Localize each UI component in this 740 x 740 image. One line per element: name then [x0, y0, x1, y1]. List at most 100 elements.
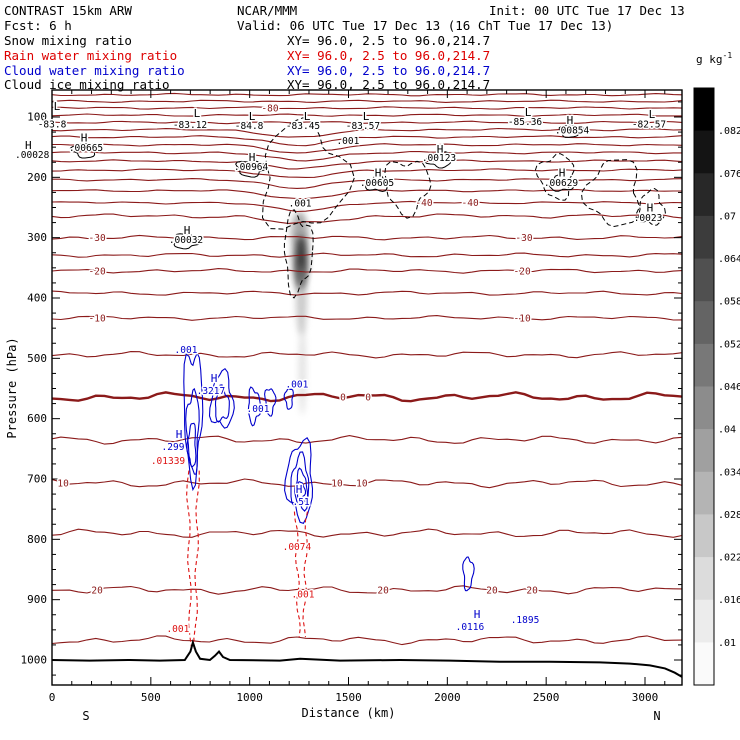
contour-label: .00028 [15, 150, 50, 161]
y-tick-label: 800 [27, 533, 47, 546]
colorbar-title-exponent: -1 [723, 51, 733, 60]
contour-label: -84.8 [235, 121, 264, 132]
contour-label: -82.57 [632, 119, 666, 130]
contour-label: .3217 [197, 386, 226, 397]
y-tick-label: 200 [27, 171, 47, 184]
rain-contour-line [193, 470, 200, 651]
extremum-marker: H [184, 224, 191, 237]
extremum-marker: H [249, 151, 256, 164]
temperature-contour-line [52, 351, 682, 359]
colorbar-tick-label: .052 [718, 339, 740, 350]
contour-label: -85.36 [508, 117, 543, 128]
colorbar-tick-label: .07 [718, 211, 736, 222]
valid-time: Valid: 06 UTC Tue 17 Dec 13 (16 ChT Tue … [237, 18, 613, 33]
temperature-contour-line [52, 106, 682, 110]
cloud-ice-contour-line [365, 174, 389, 193]
contour-label: .0023 [634, 213, 663, 224]
colorbar-tick-label: .022 [718, 553, 740, 564]
temperature-contour-line [52, 315, 682, 321]
contour-label: 10 [331, 479, 343, 490]
x-tick-label: 500 [141, 691, 161, 704]
cloud-water-contour-line [283, 388, 294, 410]
temperature-contour-line [52, 143, 682, 154]
extremum-marker: L [194, 107, 201, 120]
contour-label: -30 [515, 233, 532, 244]
extremum-marker: L [54, 100, 61, 113]
y-tick-label: 400 [27, 291, 47, 304]
field-xy-rain: XY= 96.0, 2.5 to 96.0,214.7 [287, 48, 490, 63]
extremum-marker: L [525, 106, 532, 119]
contour-label: -83.45 [286, 121, 320, 132]
extremum-marker: H [474, 608, 481, 621]
temperature-contour-line [52, 290, 682, 296]
cloud-water-contour-line [290, 451, 310, 512]
contour-label: -83.8 [38, 119, 67, 130]
colorbar-tick-label: .076 [718, 169, 740, 180]
temperature-contour-line [52, 478, 682, 489]
contour-label: 20 [526, 586, 538, 597]
extremum-marker: L [249, 110, 256, 123]
temperature-contour-line [52, 113, 682, 117]
cloud-water-contour-line [294, 467, 309, 505]
temperature-contour-line [52, 213, 682, 224]
rain-contour-line [302, 511, 309, 638]
extremum-marker: L [304, 110, 311, 123]
rain-contour-line [186, 470, 193, 651]
colorbar-segment [694, 343, 714, 388]
temperature-contour-line [52, 234, 682, 241]
axes: 0 500 1000 1500 2000 2500 30001002003004005006… [5, 90, 682, 723]
temperature-contour-line [52, 528, 682, 538]
field-label-rain: Rain water mixing ratio [4, 48, 177, 63]
y-tick-label: 900 [27, 593, 47, 606]
contour-label: 20 [486, 586, 498, 597]
contour-label: -10 [514, 313, 531, 324]
field-label-cloud-water: Cloud water mixing ratio [4, 63, 185, 78]
contour-label: .00123 [422, 153, 456, 164]
colorbar-segment [694, 471, 714, 515]
cloud-ice-contour-line [235, 160, 269, 178]
cloud-water-contour-line [214, 384, 230, 423]
temperature-contour-line [52, 127, 682, 138]
extremum-marker: H [567, 114, 574, 127]
y-tick-label: 300 [27, 231, 47, 244]
terrain-profile [52, 639, 682, 678]
contour-label: .01339 [151, 456, 186, 467]
rain-contour-line [293, 511, 301, 638]
contour-label: -83.57 [346, 121, 380, 132]
field-xy-cloud-ice: XY= 96.0, 2.5 to 96.0,214.7 [287, 77, 490, 92]
temperature-contour-line [52, 585, 682, 595]
colorbar: .082 .076 .07 .064 .058 .052 .046 .04 .034 .028 .0… [693, 51, 740, 686]
contour-label: .001 [285, 379, 308, 390]
colorbar-tick-label: .064 [718, 254, 740, 265]
colorbar-segment [694, 215, 714, 260]
colorbar-segment [694, 557, 714, 601]
extremum-marker: H [211, 372, 218, 385]
temperature-contour-line [52, 120, 682, 125]
init-time: Init: 00 UTC Tue 17 Dec 13 [489, 3, 685, 18]
x-tick-label: 3000 [632, 691, 659, 704]
colorbar-tick-label: .058 [718, 297, 740, 308]
contour-label: .00964 [234, 162, 269, 173]
colorbar-border [693, 87, 715, 686]
snow-region [296, 264, 307, 335]
cloud-ice-contour-line [283, 209, 314, 299]
y-tick-label: 100 [27, 111, 47, 124]
contour-label: .1895 [511, 615, 540, 626]
colorbar-segment [694, 130, 714, 174]
contour-label: .00605 [360, 178, 394, 189]
colorbar-segment [694, 173, 714, 217]
colorbar-segment [694, 514, 714, 558]
extremum-marker: H [81, 132, 88, 145]
cloud-water-contour-line [296, 481, 307, 502]
cloud-water-contour-line [183, 352, 204, 492]
y-tick-label: 1000 [21, 653, 48, 666]
extremum-marker: L [649, 108, 656, 121]
contour-label: .001 [336, 136, 359, 147]
temperature-contour-line [52, 391, 682, 403]
org-label: NCAR/MMM [237, 3, 297, 18]
contour-label: -40 [415, 198, 432, 209]
colorbar-tick-label: .034 [718, 467, 740, 478]
contour-label: .001 [166, 624, 189, 635]
temperature-contour-line [52, 252, 682, 258]
cloud-ice-contour-line [69, 143, 99, 159]
